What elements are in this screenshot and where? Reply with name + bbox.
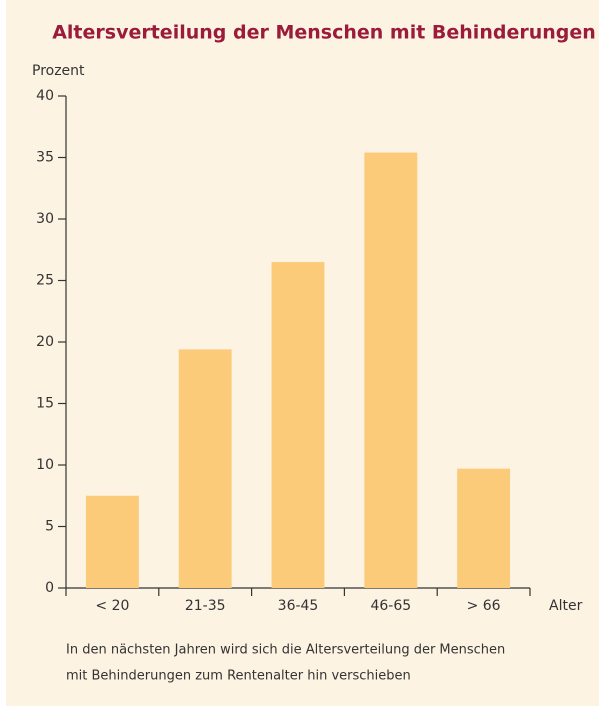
x-tick-label: < 20 xyxy=(95,598,129,614)
bar xyxy=(457,468,511,588)
y-tick-label: 35 xyxy=(36,150,54,166)
x-axis-label: Alter xyxy=(549,598,583,614)
y-tick-label: 10 xyxy=(36,457,54,473)
bar xyxy=(364,152,418,588)
x-tick-label: 21-35 xyxy=(185,598,226,614)
caption: In den nächsten Jahren wird sich die Alt… xyxy=(66,643,505,658)
y-axis-label: Prozent xyxy=(32,63,85,79)
y-tick-label: 5 xyxy=(45,519,54,535)
bar xyxy=(178,349,232,588)
x-tick-label: 36-45 xyxy=(278,598,319,614)
caption: mit Behinderungen zum Rentenalter hin ve… xyxy=(66,669,411,684)
bar xyxy=(85,495,139,588)
y-tick-label: 20 xyxy=(36,334,54,350)
x-tick-label: > 66 xyxy=(467,598,501,614)
y-tick-label: 30 xyxy=(36,211,54,227)
y-tick-label: 0 xyxy=(45,580,54,596)
y-tick-label: 25 xyxy=(36,273,54,289)
y-tick-label: 15 xyxy=(36,396,54,412)
chart-title: Altersverteilung der Menschen mit Behind… xyxy=(52,22,596,44)
y-tick-label: 40 xyxy=(36,88,54,104)
x-tick-label: 46-65 xyxy=(370,598,411,614)
bar xyxy=(271,262,325,588)
